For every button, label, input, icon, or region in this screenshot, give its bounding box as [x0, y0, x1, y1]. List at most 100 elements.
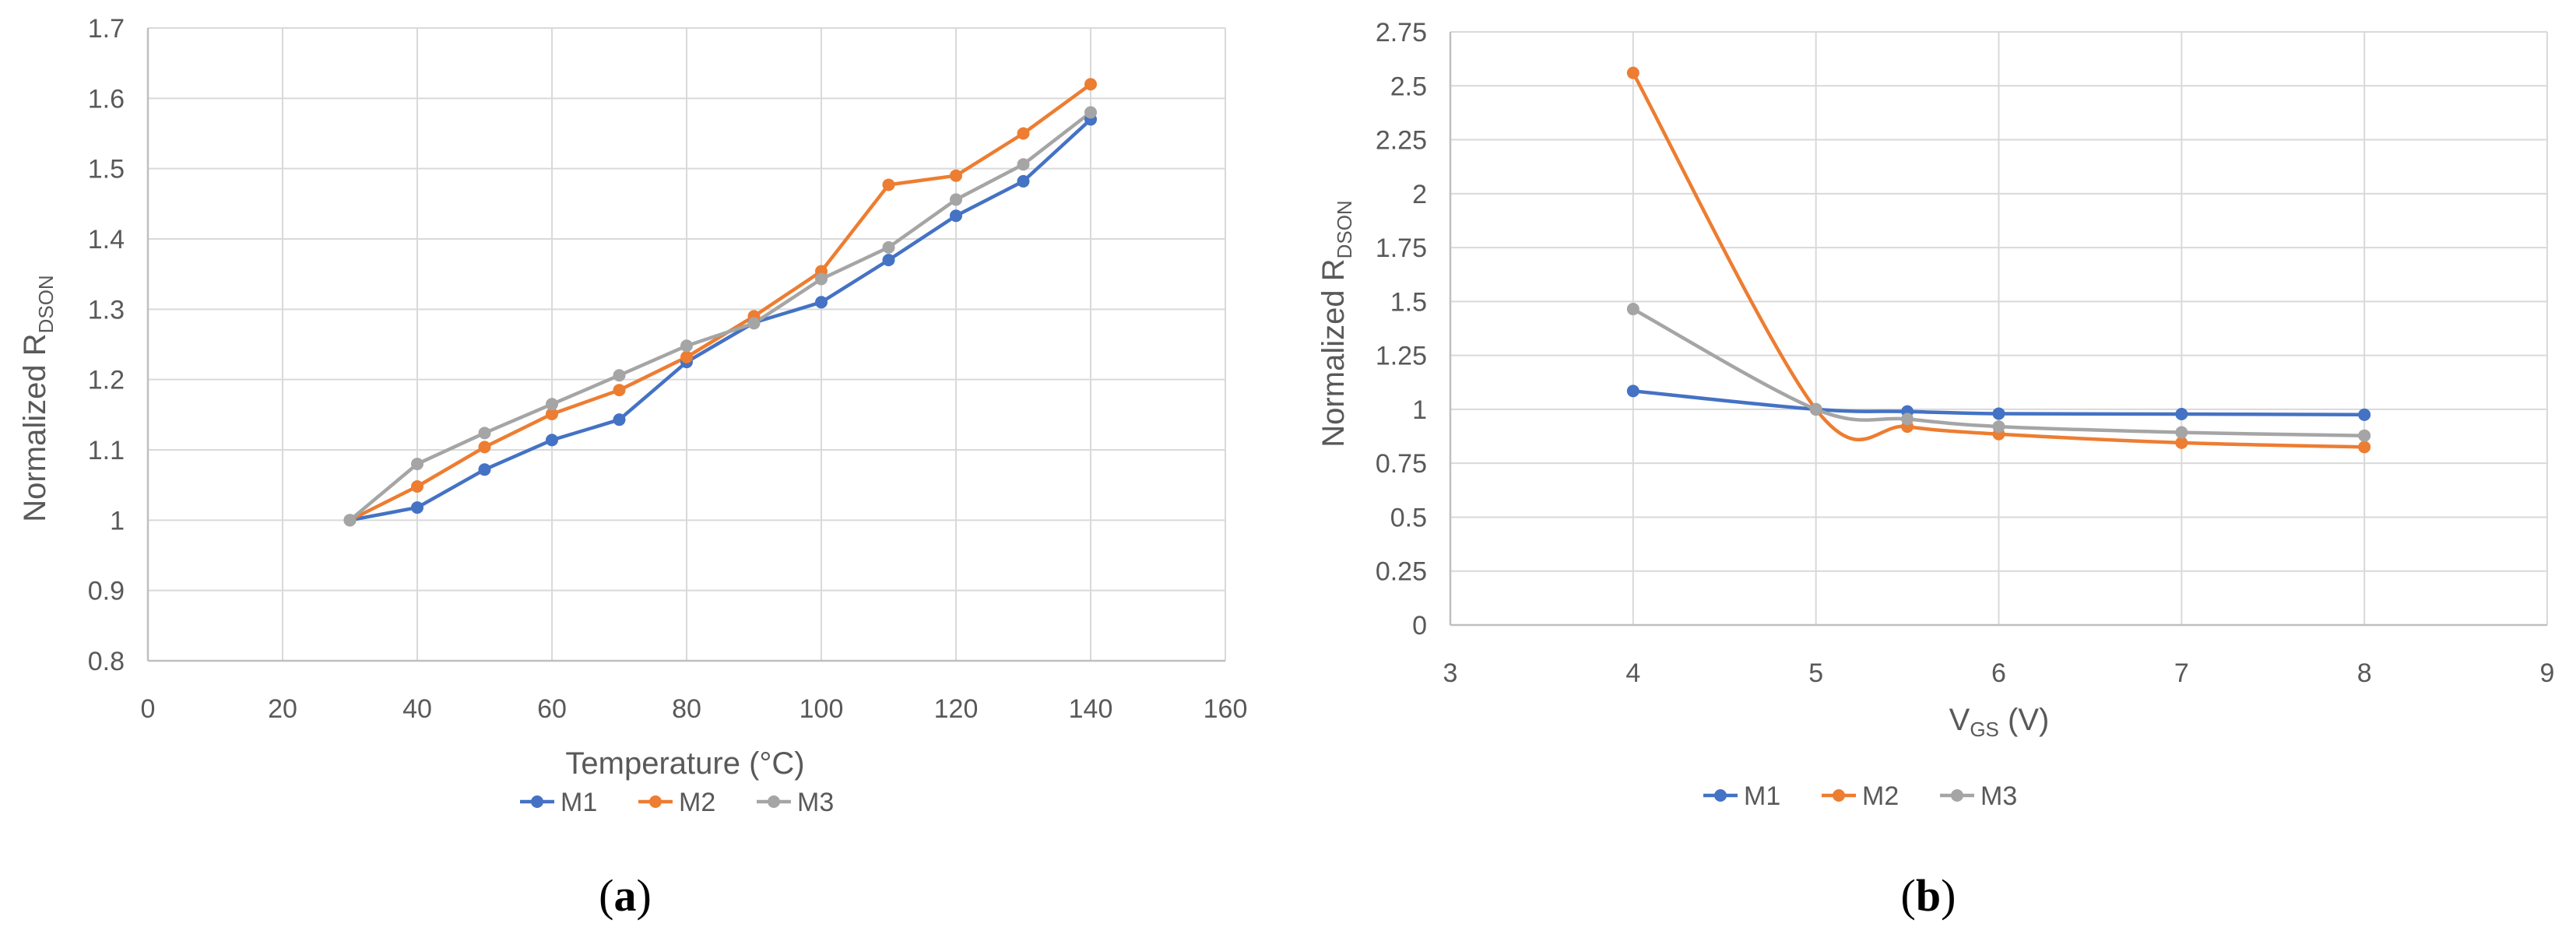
chart-b-legend-marker-m3: [1951, 789, 1963, 802]
chart-b-point-m3: [1626, 303, 1639, 316]
chart-a-point-m2: [478, 441, 491, 454]
chart-b-markers: [1626, 66, 2371, 454]
chart-a-point-m1: [950, 209, 962, 223]
chart-a-y-tick-label: 1.2: [88, 366, 125, 395]
chart-b-point-m2: [1626, 66, 1639, 79]
chart-a-series-lines: [349, 83, 1092, 522]
chart-a-legend-marker-m2: [649, 795, 662, 808]
chart-b-legend: M1 M2 M3: [1703, 781, 2017, 811]
chart-a-y-tick-label: 1.3: [88, 295, 125, 325]
chart-b-point-m3: [2358, 429, 2371, 442]
chart-a-caption: (a): [599, 870, 652, 921]
chart-b-point-m1: [2175, 408, 2188, 421]
chart-a-x-tick-label: 140: [1069, 694, 1113, 724]
chart-a-point-m2: [680, 350, 693, 363]
chart-b-y-tick-label: 2.5: [1390, 72, 1427, 101]
chart-b-point-m3: [1809, 402, 1822, 416]
chart-a-point-m2: [950, 169, 962, 182]
chart-b-tick-labels: 0 0.25 0.5 0.75 1 1.25 1.5 1.75 2 2.25 2.5 2.75 3 4 5 6…: [1376, 18, 2555, 688]
chart-b-point-m1: [1626, 384, 1639, 398]
chart-a-series-line-m1: [350, 118, 1092, 522]
chart-b-x-tick-label: 4: [1625, 658, 1640, 688]
chart-a-point-m3: [546, 398, 558, 411]
chart-a-caption-close: ): [637, 870, 652, 921]
chart-b-y-tick-label: 2.25: [1376, 126, 1427, 156]
chart-a-point-m3: [882, 241, 895, 254]
chart-a-caption-open: (: [599, 870, 613, 921]
chart-b-caption: (b): [1901, 870, 1956, 921]
chart-b-x-tick-label: 3: [1443, 658, 1458, 688]
chart-b-x-axis-title: VGS (V): [1949, 703, 2050, 741]
chart-b-axes: [1449, 32, 2547, 627]
chart-b: 0 0.25 0.5 0.75 1 1.25 1.5 1.75 2 2.25 2.5 2.75 3 4 5 6…: [1316, 18, 2554, 921]
chart-a-y-tick-label: 1.4: [88, 225, 125, 255]
chart-a-x-axis-title: Temperature (°C): [565, 746, 804, 781]
chart-a-point-m3: [1084, 106, 1097, 119]
chart-a-x-tick-label: 100: [800, 694, 844, 724]
chart-a-y-tick-label: 1: [110, 506, 125, 535]
chart-b-point-m3: [1901, 413, 1914, 426]
chart-a-point-m1: [882, 254, 895, 267]
chart-b-series-line-m1: [1632, 389, 2365, 417]
chart-b-legend-label-m1: M1: [1744, 781, 1780, 811]
chart-b-point-m2: [2175, 436, 2188, 449]
chart-a-point-m2: [1017, 127, 1030, 140]
chart-a-legend-label-m3: M3: [797, 788, 834, 817]
chart-b-x-tick-label: 7: [2174, 658, 2189, 688]
chart-b-y-tick-label: 0.75: [1376, 449, 1427, 479]
chart-a-point-m1: [1017, 174, 1030, 188]
chart-a-legend-label-m2: M2: [679, 788, 715, 817]
chart-b-y-tick-label: 2: [1412, 180, 1427, 209]
chart-b-y-axis-title-main: Normalized R: [1316, 258, 1351, 447]
chart-b-point-m3: [2175, 426, 2188, 439]
chart-a: 0.8 0.9 1 1.1 1.2 1.3 1.4 1.5 1.6 1.7 0 20 40 60 80 100…: [18, 14, 1247, 921]
chart-b-point-m1: [1992, 407, 2005, 420]
chart-b-y-tick-label: 0: [1412, 611, 1427, 641]
chart-b-x-tick-label: 8: [2357, 658, 2372, 688]
chart-b-series-line-m2: [1631, 72, 2365, 449]
chart-b-series-line-m3: [1632, 307, 2365, 437]
chart-b-series-lines: [1631, 72, 2365, 449]
chart-a-point-m1: [613, 413, 626, 427]
chart-a-x-tick-label: 160: [1204, 694, 1248, 724]
chart-a-point-m3: [613, 369, 626, 382]
chart-b-point-m3: [1992, 420, 2005, 434]
chart-b-y-tick-label: 0.5: [1390, 503, 1427, 532]
chart-b-point-m1: [2358, 408, 2371, 421]
chart-b-caption-close: ): [1941, 870, 1956, 921]
chart-a-point-m3: [815, 272, 828, 286]
chart-b-y-axis-title: Normalized RDSON: [1316, 200, 1356, 447]
chart-a-point-m3: [478, 427, 491, 440]
chart-a-x-tick-label: 20: [268, 694, 297, 724]
chart-b-x-tick-label: 5: [1808, 658, 1823, 688]
chart-a-y-tick-label: 1.5: [88, 155, 125, 184]
chart-b-caption-letter: b: [1916, 870, 1941, 921]
chart-a-point-m3: [747, 317, 761, 330]
chart-a-y-axis-title-main: Normalized R: [18, 333, 52, 521]
chart-a-y-tick-label: 0.8: [88, 647, 125, 676]
chart-a-x-tick-label: 40: [402, 694, 432, 724]
chart-a-point-m2: [882, 178, 895, 191]
chart-a-point-m1: [815, 296, 828, 309]
chart-a-x-tick-label: 0: [141, 694, 156, 724]
chart-a-legend-marker-m3: [768, 795, 780, 808]
chart-b-caption-open: (: [1901, 870, 1916, 921]
chart-a-series-line-m3: [349, 111, 1092, 522]
chart-b-y-tick-label: 1: [1412, 395, 1427, 425]
chart-a-markers: [343, 78, 1097, 527]
chart-a-legend: M1 M2 M3: [520, 788, 834, 817]
chart-a-series-line-m2: [349, 83, 1092, 522]
chart-a-axes: [146, 28, 1225, 662]
chart-b-legend-label-m2: M2: [1862, 781, 1899, 811]
chart-b-x-axis-title-unit: (V): [1999, 703, 2049, 737]
chart-a-y-axis-title-subscript: DSON: [34, 275, 58, 333]
chart-a-point-m3: [680, 339, 693, 353]
chart-b-legend-marker-m1: [1714, 789, 1727, 802]
chart-b-y-axis-title-subscript: DSON: [1333, 200, 1356, 258]
chart-a-point-m1: [411, 501, 423, 514]
chart-a-point-m2: [546, 407, 558, 420]
chart-a-y-tick-label: 1.6: [88, 84, 125, 114]
chart-a-x-tick-label: 80: [672, 694, 701, 724]
chart-a-legend-label-m1: M1: [561, 788, 597, 817]
